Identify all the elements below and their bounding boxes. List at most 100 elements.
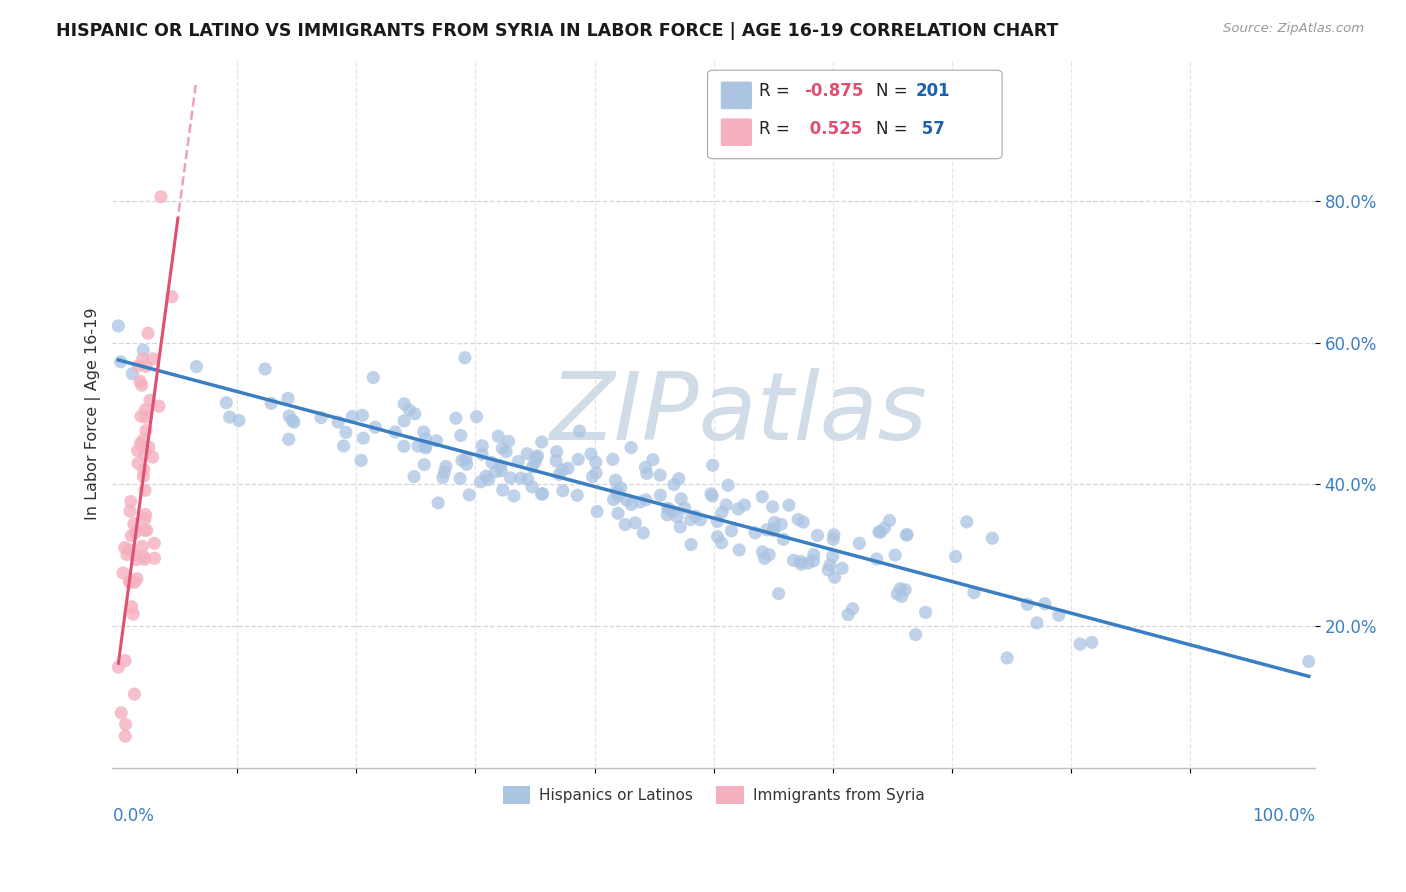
Point — [107, 660, 129, 674]
Point — [602, 492, 624, 507]
Point — [714, 498, 737, 512]
Point — [754, 551, 776, 566]
Point — [486, 429, 509, 443]
Point — [866, 552, 889, 566]
Point — [471, 439, 494, 453]
Point — [1017, 598, 1039, 612]
Point — [803, 554, 825, 568]
Point — [758, 548, 780, 562]
Text: 0.525: 0.525 — [804, 120, 862, 137]
Point — [404, 407, 426, 421]
Point — [143, 551, 166, 566]
Point — [132, 463, 155, 477]
Point — [135, 359, 157, 374]
Point — [831, 561, 853, 575]
Text: 57: 57 — [915, 120, 945, 137]
Point — [648, 468, 671, 483]
Point — [607, 489, 630, 503]
Point — [823, 533, 845, 547]
Point — [733, 498, 755, 512]
Point — [530, 434, 553, 449]
Point — [728, 543, 751, 558]
Point — [118, 542, 141, 557]
Point — [772, 533, 794, 547]
Point — [124, 548, 146, 562]
Point — [526, 449, 548, 463]
Point — [118, 574, 141, 589]
Point — [606, 483, 628, 497]
Point — [509, 471, 531, 485]
Point — [579, 447, 602, 461]
Point — [624, 516, 647, 530]
Point — [702, 458, 724, 473]
Point — [1298, 655, 1320, 669]
Point — [433, 465, 456, 479]
Point — [392, 439, 415, 453]
Point — [450, 428, 472, 442]
Point — [332, 439, 354, 453]
Point — [125, 553, 148, 567]
Point — [491, 442, 513, 456]
Point — [508, 454, 530, 468]
Point — [585, 466, 607, 480]
Point — [616, 493, 638, 508]
Point — [427, 496, 450, 510]
Point — [768, 587, 790, 601]
Point — [129, 436, 152, 450]
Point — [914, 605, 936, 619]
Point — [650, 488, 672, 502]
Point — [434, 459, 457, 474]
Point — [634, 492, 657, 507]
Point — [432, 470, 454, 484]
Point — [142, 450, 165, 464]
Point — [824, 570, 846, 584]
Point — [551, 463, 574, 477]
Point — [841, 601, 863, 615]
Point — [620, 497, 643, 511]
Point — [125, 572, 148, 586]
Point — [132, 433, 155, 447]
Point — [879, 514, 901, 528]
Point — [787, 512, 810, 526]
Point — [586, 504, 609, 518]
Point — [546, 444, 568, 458]
Point — [668, 472, 690, 486]
Text: HISPANIC OR LATINO VS IMMIGRANTS FROM SYRIA IN LABOR FORCE | AGE 16-19 CORRELATI: HISPANIC OR LATINO VS IMMIGRANTS FROM SY… — [56, 22, 1059, 40]
Point — [215, 396, 238, 410]
Point — [818, 558, 841, 572]
Point — [406, 439, 429, 453]
Point — [744, 525, 766, 540]
Point — [782, 553, 804, 567]
FancyBboxPatch shape — [707, 70, 1002, 159]
Point — [869, 524, 891, 539]
Point — [679, 512, 702, 526]
Point — [121, 599, 143, 614]
Point — [281, 413, 304, 427]
Point — [605, 473, 627, 487]
Point — [658, 502, 681, 516]
Point — [278, 409, 301, 423]
Point — [657, 508, 679, 522]
Point — [260, 396, 283, 410]
Point — [454, 351, 477, 365]
Point — [868, 524, 890, 539]
Point — [873, 521, 896, 535]
Point — [139, 393, 162, 408]
Point — [495, 444, 517, 458]
Point — [568, 424, 591, 438]
Point — [633, 525, 655, 540]
Point — [134, 524, 156, 538]
Point — [392, 397, 415, 411]
Point — [628, 495, 651, 509]
Point — [277, 432, 299, 446]
Point — [132, 469, 155, 483]
Point — [669, 520, 692, 534]
Point — [498, 434, 520, 449]
Point — [717, 478, 740, 492]
Point — [585, 455, 607, 469]
Point — [309, 410, 332, 425]
Point — [706, 515, 728, 529]
Point — [762, 523, 785, 537]
Point — [520, 480, 543, 494]
Point — [129, 409, 152, 424]
